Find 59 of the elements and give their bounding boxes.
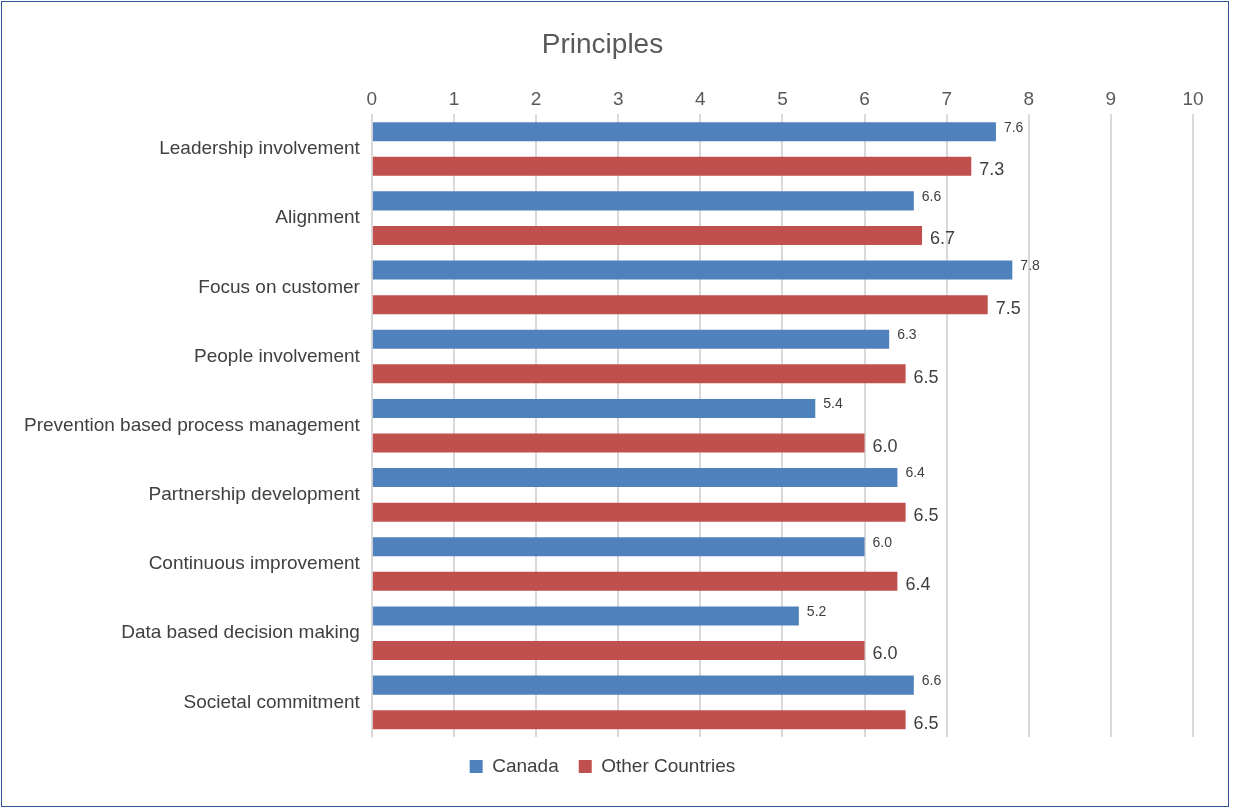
- y-tick-label: Data based decision making: [121, 621, 360, 643]
- data-label: 6.0: [872, 435, 898, 456]
- bar: [372, 641, 865, 661]
- data-label: 7.5: [995, 297, 1021, 318]
- bar: [372, 191, 914, 211]
- legend-label: Other Countries: [601, 754, 736, 776]
- x-tick-label: 6: [859, 88, 870, 110]
- y-tick-label: Continuous improvement: [148, 552, 361, 574]
- bar: [372, 260, 1013, 280]
- data-label: 6.7: [930, 228, 956, 249]
- data-label: 6.4: [905, 464, 926, 481]
- bar: [372, 433, 865, 453]
- data-label: 6.3: [897, 326, 917, 343]
- data-label: 7.3: [979, 159, 1005, 180]
- bar: [372, 225, 923, 245]
- x-tick-label: 2: [530, 88, 542, 110]
- x-tick-label: 8: [1023, 88, 1035, 110]
- bar: [372, 710, 906, 730]
- data-label: 6.4: [905, 574, 931, 595]
- y-tick-label: Leadership involvement: [159, 137, 361, 159]
- bar: [372, 156, 972, 176]
- bar: [372, 398, 816, 418]
- bar: [372, 502, 906, 522]
- bar: [372, 606, 799, 626]
- bar: [372, 295, 988, 315]
- x-tick-label: 10: [1182, 88, 1204, 110]
- y-tick-label: Alignment: [275, 206, 361, 228]
- chart-title: Principles: [541, 27, 664, 59]
- data-label: 6.5: [913, 366, 939, 387]
- y-tick-label: Prevention based process management: [23, 413, 361, 435]
- x-tick-label: 7: [941, 88, 952, 110]
- x-tick-label: 9: [1105, 88, 1117, 110]
- x-tick-label: 5: [777, 88, 788, 110]
- data-label: 6.6: [921, 187, 942, 204]
- bar: [372, 675, 914, 695]
- bar: [372, 122, 996, 142]
- x-tick-label: 4: [695, 88, 707, 110]
- data-label: 5.2: [806, 602, 827, 619]
- bar: [372, 537, 865, 557]
- y-tick-label: Societal commitment: [183, 690, 361, 712]
- y-tick-label: People involvement: [194, 344, 361, 366]
- data-label: 6.6: [921, 671, 942, 688]
- data-label: 6.5: [913, 712, 939, 733]
- y-tick-label: Partnership development: [148, 483, 361, 505]
- bar: [372, 571, 898, 591]
- legend-label: Canada: [492, 754, 560, 776]
- data-label: 6.0: [872, 533, 893, 550]
- bar: [372, 364, 906, 384]
- data-label: 6.0: [872, 643, 898, 664]
- data-label: 6.5: [913, 505, 939, 526]
- x-tick-label: 3: [612, 88, 624, 110]
- x-tick-label: 1: [448, 88, 460, 110]
- data-label: 7.6: [1003, 118, 1024, 135]
- y-tick-label: Focus on customer: [198, 275, 361, 297]
- data-label: 7.8: [1020, 256, 1041, 273]
- data-label: 5.4: [823, 395, 843, 412]
- bar: [372, 468, 898, 488]
- bar: [372, 329, 890, 349]
- x-tick-label: 0: [366, 88, 378, 110]
